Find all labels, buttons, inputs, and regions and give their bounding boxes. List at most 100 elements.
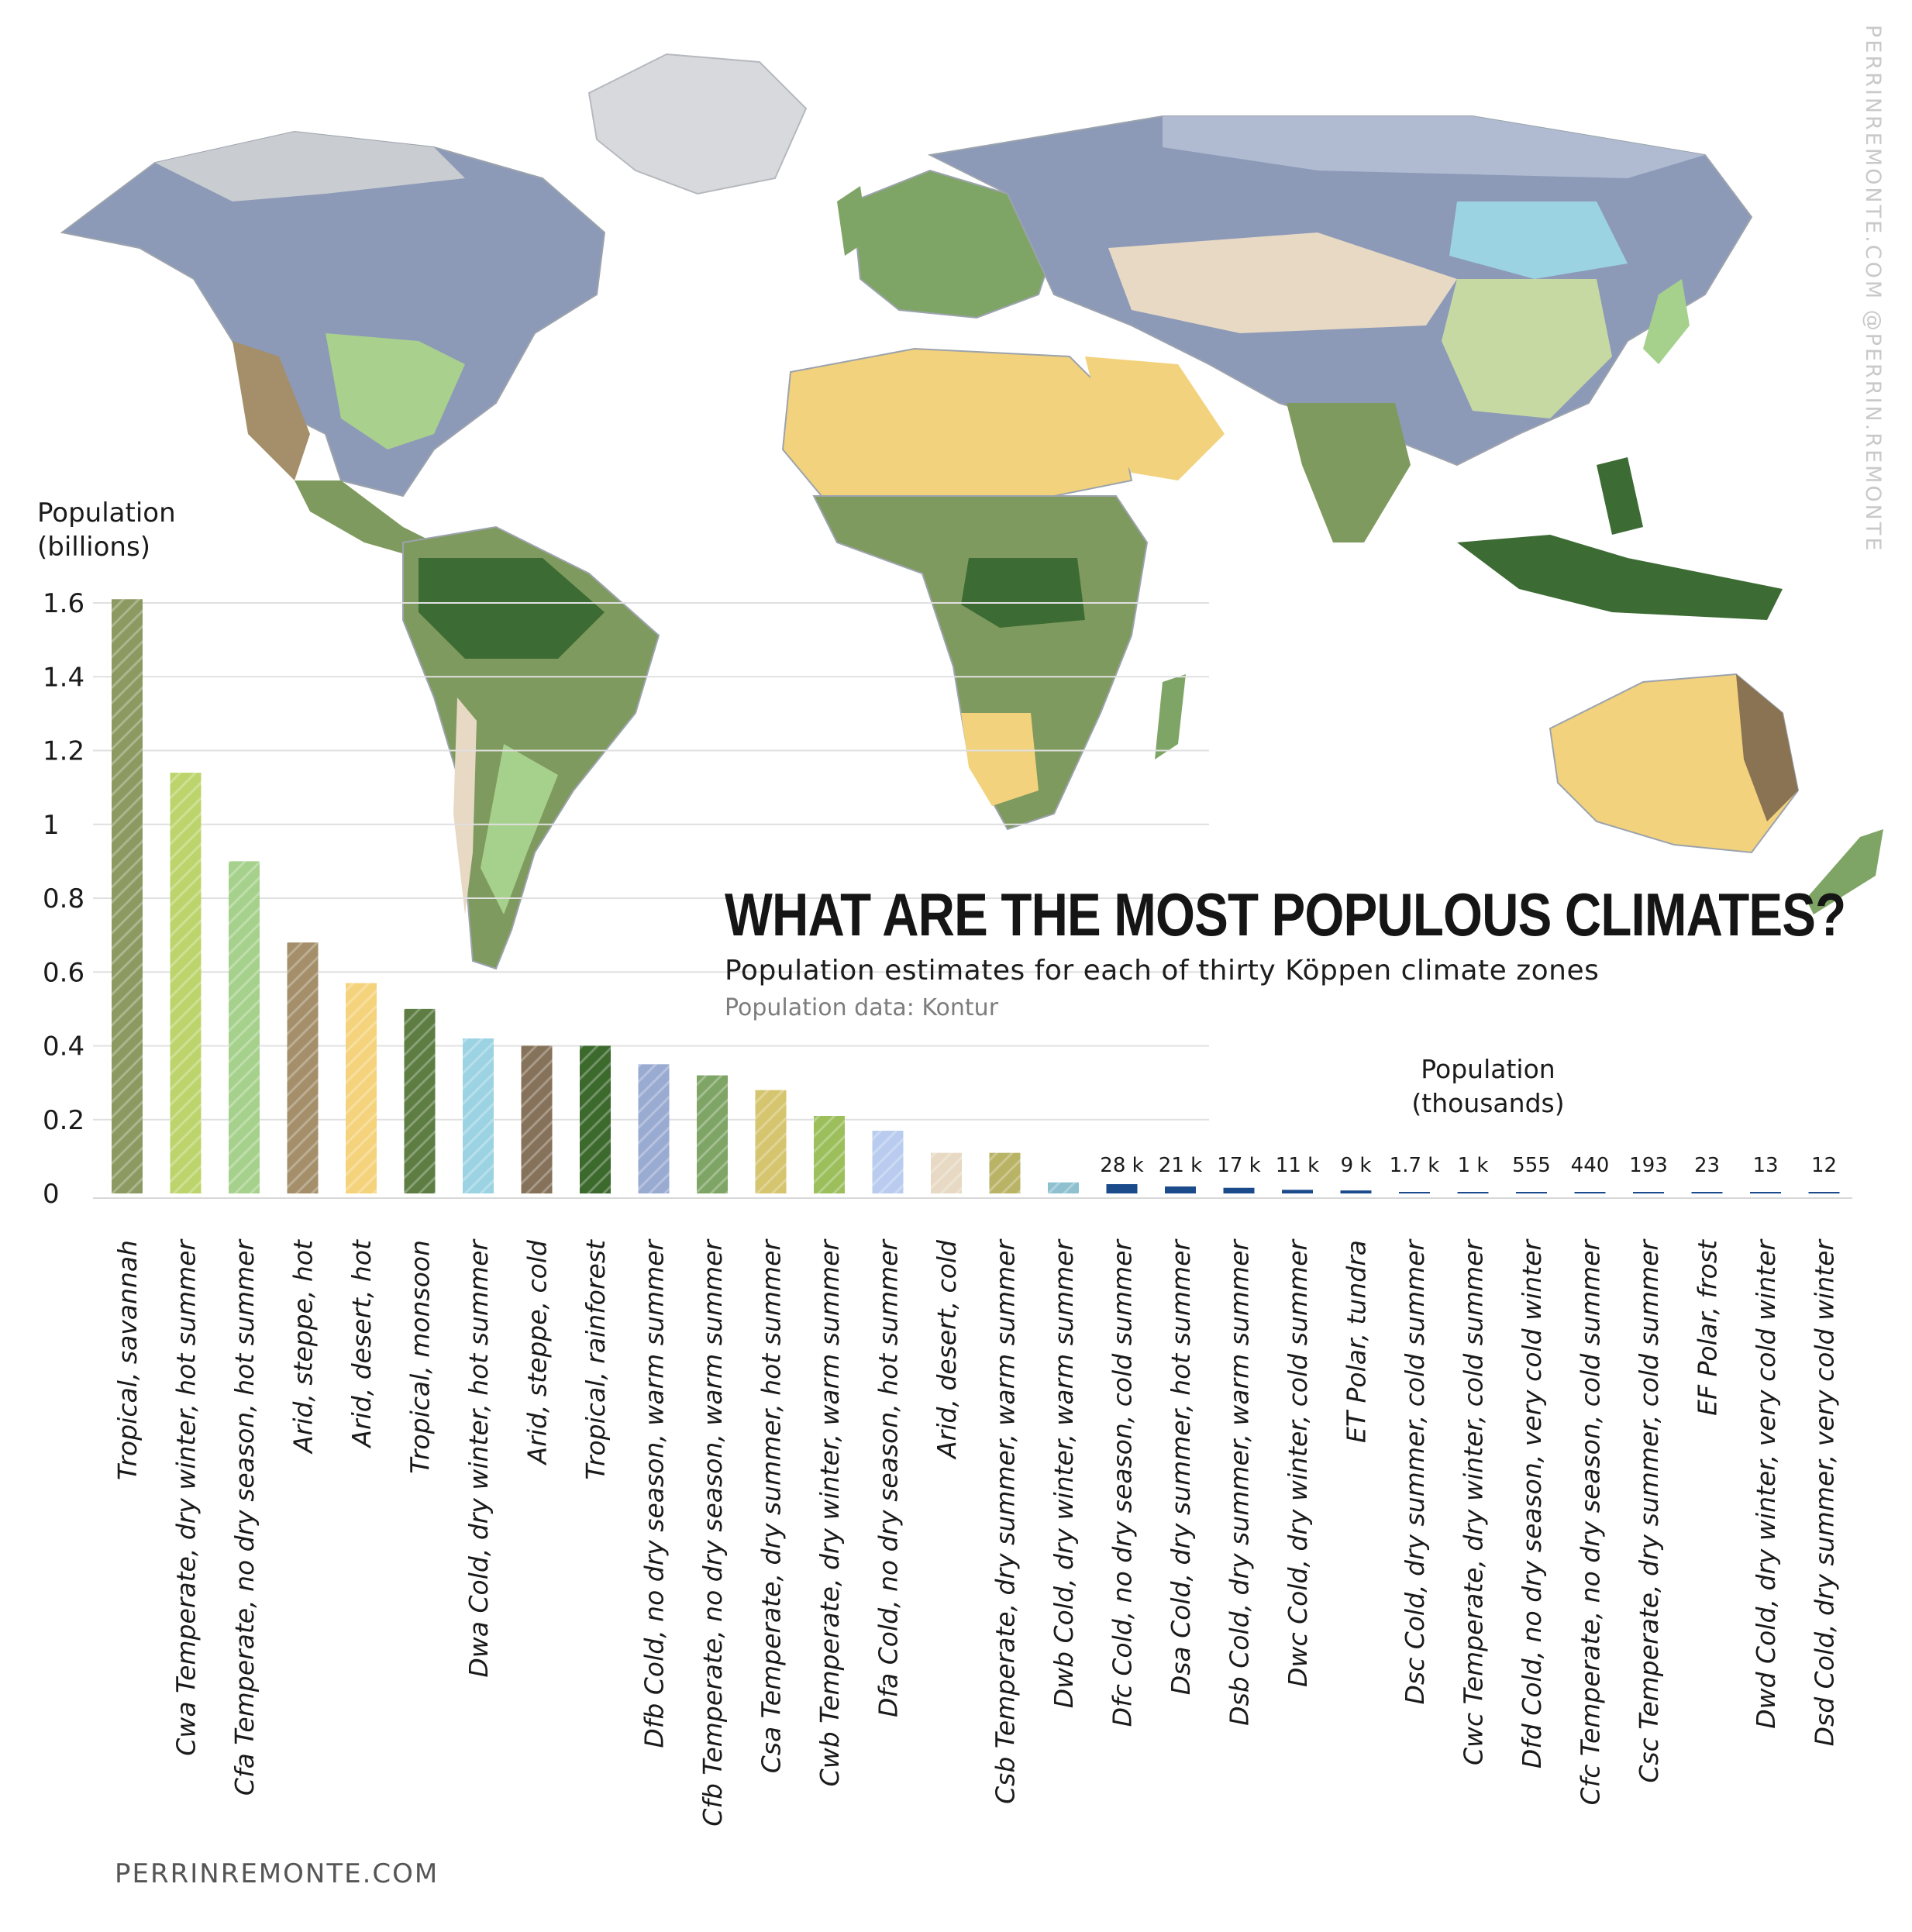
y-tick-label: 0.4 — [43, 1031, 84, 1062]
small-axis-title-line1: Population — [1421, 1054, 1555, 1084]
map-asia-east — [1442, 279, 1612, 418]
value-labels: 28 k 21 k 17 k 11 k 9 k 1.7 k 1 k 555 440 193 23 13… — [1100, 1154, 1837, 1177]
map-sa-andes — [453, 697, 477, 914]
gridlines — [93, 602, 1852, 1199]
x-tick-label: ET Polar, tundra — [1342, 1240, 1372, 1443]
value-label: 555 — [1512, 1154, 1551, 1177]
small-bar — [1808, 1192, 1840, 1193]
small-bar — [1223, 1187, 1255, 1193]
map-sa-south — [481, 744, 558, 914]
x-tick-label: Dsc Cold, dry summer, cold summer — [1400, 1238, 1430, 1705]
bar-hatch — [287, 942, 319, 1193]
small-axis-title: Population (thousands) — [1372, 1052, 1604, 1121]
bar-hatch — [814, 1115, 845, 1193]
small-bars — [1106, 1184, 1840, 1193]
map-indonesia — [1457, 535, 1783, 620]
x-tick-label: Arid, steppe, cold — [522, 1239, 553, 1465]
small-bar — [1691, 1192, 1723, 1193]
value-label: 23 — [1694, 1154, 1720, 1177]
y-tick-label: 0.6 — [43, 957, 84, 988]
value-label: 12 — [1811, 1154, 1837, 1177]
x-tick-label: Csa Temperate, dry summer, hot summer — [756, 1238, 787, 1774]
x-tick-label: Dfa Cold, no dry season, hot summer — [873, 1238, 904, 1717]
small-bar — [1457, 1192, 1489, 1193]
small-bar — [1516, 1192, 1547, 1193]
map-arabia — [1085, 356, 1225, 480]
footer-site: PERRINREMONTE.COM — [115, 1858, 439, 1889]
y-tick-label: 1.4 — [43, 662, 84, 693]
value-label: 11 k — [1276, 1154, 1319, 1177]
bar-hatch — [463, 1038, 494, 1193]
small-bar — [1633, 1192, 1664, 1193]
bar-hatch — [755, 1090, 787, 1193]
map-north-africa — [781, 347, 1133, 497]
y-tick-label: 0.2 — [43, 1105, 84, 1136]
bar-hatch — [697, 1075, 728, 1193]
x-tick-label: Dfd Cold, no dry season, very cold winte… — [1517, 1238, 1547, 1769]
x-tick-label: Tropical, savannah — [112, 1240, 143, 1480]
map-congo — [961, 558, 1085, 628]
map-asia-siberia — [1163, 116, 1705, 178]
x-labels: Tropical, savannah Cwa Temperate, dry win… — [112, 1238, 1840, 1827]
side-credit: PERRINREMONTE.COM @PERRIN.REMONTE — [1860, 25, 1890, 553]
y-tick-label: 1 — [43, 810, 60, 841]
small-bar — [1750, 1192, 1781, 1193]
map-british-isles — [837, 186, 868, 256]
x-tick-label: Dsb Cold, dry summer, warm summer — [1225, 1238, 1255, 1726]
x-tick-label: Arid, desert, hot — [346, 1239, 377, 1449]
x-tick-label: EF Polar, frost — [1693, 1239, 1723, 1416]
map-greenland — [587, 53, 808, 195]
y-axis-title-line2: (billions) — [37, 532, 150, 563]
map-japan — [1643, 279, 1690, 364]
x-tick-label: Dwb Cold, dry winter, warm summer — [1049, 1238, 1079, 1709]
y-axis-title: Population (billions) — [37, 496, 176, 564]
bars — [112, 599, 1079, 1193]
map-asia-east-cold — [1449, 201, 1628, 279]
chart-subtitle: Population estimates for each of thirty … — [725, 955, 1600, 987]
small-bar — [1340, 1190, 1372, 1193]
small-axis-title-line2: (thousands) — [1411, 1088, 1565, 1118]
small-bar — [1282, 1190, 1313, 1193]
x-tick-label: Dsa Cold, dry summer, hot summer — [1166, 1238, 1196, 1696]
x-tick-label: Tropical, monsoon — [405, 1240, 436, 1474]
x-tick-label: Cwa Temperate, dry winter, hot summer — [171, 1238, 202, 1756]
y-tick-label: 0.8 — [43, 883, 84, 914]
map-africa-kalahari — [961, 713, 1039, 806]
small-bar — [1165, 1186, 1196, 1193]
bar-hatch — [989, 1152, 1021, 1193]
map-na-west — [233, 341, 310, 480]
y-axis-title-line1: Population — [37, 498, 176, 529]
bar-hatch — [1048, 1182, 1079, 1193]
value-label: 1 k — [1458, 1154, 1489, 1177]
x-tick-label: Dfc Cold, no dry season, cold summer — [1108, 1238, 1138, 1727]
value-label: 13 — [1752, 1154, 1778, 1177]
map-amazon — [419, 558, 605, 659]
bar-hatch — [346, 983, 377, 1193]
value-label: 28 k — [1100, 1154, 1143, 1177]
bar-hatch — [872, 1131, 904, 1193]
x-tick-label: Arid, desert, cold — [932, 1239, 962, 1460]
map-na-east — [326, 333, 465, 449]
side-credit-text: PERRINREMONTE.COM @PERRIN.REMONTE — [1861, 25, 1885, 553]
value-label: 17 k — [1217, 1154, 1260, 1177]
x-tick-label: Cfb Temperate, no dry season, warm summe… — [698, 1238, 728, 1827]
map-madagascar — [1155, 674, 1186, 759]
value-label: 9 k — [1341, 1154, 1372, 1177]
bar-hatch — [170, 773, 202, 1193]
x-tick-label: Dwd Cold, dry winter, very cold winter — [1751, 1238, 1781, 1729]
map-na-canada-tundra — [155, 132, 465, 201]
value-label: 1.7 k — [1390, 1154, 1440, 1177]
x-tick-label: Dwa Cold, dry winter, hot summer — [463, 1238, 494, 1678]
y-tick-label: 1.2 — [43, 736, 84, 767]
value-label: 193 — [1629, 1154, 1668, 1177]
bar-hatch — [638, 1064, 670, 1193]
value-label: 440 — [1571, 1154, 1610, 1177]
map-new-zealand — [1806, 829, 1883, 914]
map-australia-east — [1736, 674, 1798, 821]
x-tick-label: Dsd Cold, dry summer, very cold winter — [1810, 1238, 1840, 1747]
bar-hatch — [229, 861, 260, 1193]
x-tick-label: Tropical, rainforest — [580, 1239, 611, 1480]
y-tick-label: 0 — [43, 1179, 60, 1210]
